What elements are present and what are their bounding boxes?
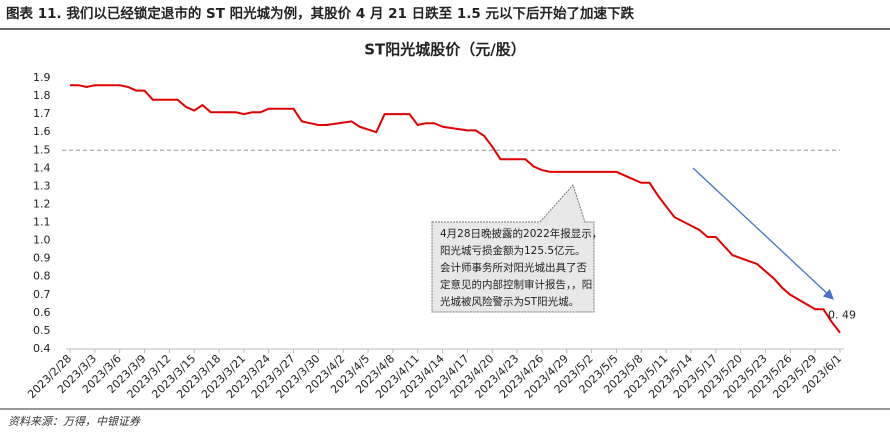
y-tick-label: 1.3 (33, 179, 51, 192)
y-tick-label: 1.7 (33, 107, 51, 120)
callout-text: 阳光城亏损金额为125.5亿元。 (440, 244, 586, 257)
y-tick-label: 1.5 (33, 143, 51, 156)
y-tick-label: 1.1 (33, 216, 51, 229)
chart-title: ST阳光城股价（元/股） (364, 41, 526, 59)
y-tick-label: 1.8 (33, 89, 51, 102)
price-line (70, 84, 841, 334)
callout-box (431, 184, 595, 313)
callout-text: 定意见的内部控制审计报告，，阳 (440, 278, 592, 291)
y-tick-label: 1.4 (33, 161, 51, 174)
callout-text: 会计师事务所对阳光城出具了否 (440, 261, 587, 274)
y-tick-label: 0.6 (33, 306, 51, 319)
source: 资料来源：万得，中银证券 (8, 415, 141, 428)
y-tick-label: 1.0 (33, 234, 51, 247)
header: 图表 11. 我们以已经锁定退市的 ST 阳光城为例，其股价 4 月 21 日跌… (6, 5, 634, 22)
y-tick-label: 0.7 (33, 288, 51, 301)
y-tick-label: 1.9 (33, 71, 51, 84)
trend-arrow (692, 167, 834, 300)
y-tick-label: 0.9 (33, 252, 51, 265)
value-label: 0. 49 (828, 309, 856, 322)
y-tick-label: 1.2 (33, 197, 51, 210)
callout-text: 光城被风险警示为ST阳光城。 (440, 295, 579, 308)
y-tick-label: 0.4 (33, 342, 51, 355)
y-tick-label: 0.5 (33, 324, 51, 337)
callout-text: 4月28日晚披露的2022年报显示， (440, 227, 602, 240)
y-tick-label: 1.6 (33, 125, 51, 138)
y-tick-label: 0.8 (33, 270, 51, 283)
